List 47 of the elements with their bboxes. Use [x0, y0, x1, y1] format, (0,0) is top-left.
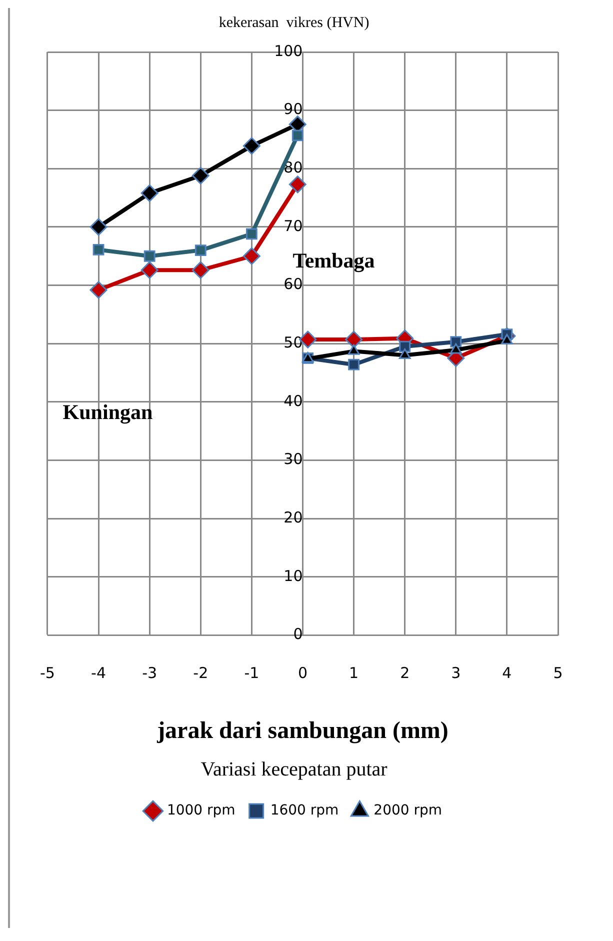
point: [348, 358, 360, 370]
x-tick-label: 2: [400, 664, 410, 682]
point: [398, 348, 411, 360]
y-tick-label: 40: [284, 392, 303, 410]
y-axis-title: kekerasan vikres (HVN): [218, 14, 370, 31]
point: [194, 244, 206, 256]
y-tick-label: 70: [284, 216, 303, 235]
legend-title: Variasi kecepatan putar: [200, 758, 388, 780]
point: [92, 244, 104, 256]
y-tick-label: 90: [284, 100, 303, 118]
x-tick-label: -4: [91, 664, 106, 682]
y-tick-label: 100: [274, 42, 303, 60]
legend-label: 2000 rpm: [374, 802, 442, 819]
x-tick-label: -5: [40, 664, 55, 682]
annotation: Kuningan: [62, 400, 153, 424]
point: [140, 184, 158, 202]
x-tick-label: -2: [193, 664, 208, 682]
point: [450, 343, 462, 354]
x-tick-label: 3: [451, 664, 461, 682]
legend-label: 1600 rpm: [270, 802, 339, 819]
point: [292, 130, 304, 142]
point: [348, 344, 360, 355]
point: [192, 166, 210, 184]
point: [140, 261, 158, 279]
point: [345, 330, 363, 348]
x-tick-label: -3: [142, 664, 158, 682]
point: [192, 261, 210, 279]
point: [288, 176, 306, 194]
point: [246, 228, 258, 240]
annotation: Tembaga: [292, 248, 376, 272]
point: [242, 137, 260, 155]
point: [242, 247, 260, 265]
y-tick-label: 0: [293, 625, 303, 644]
point: [90, 218, 108, 236]
point: [90, 281, 108, 299]
x-tick-label: 4: [502, 664, 512, 682]
point: [399, 340, 411, 352]
y-tick-label: 30: [284, 450, 303, 468]
x-tick-label: -1: [244, 664, 260, 682]
legend-label: 1000 rpm: [166, 802, 236, 819]
x-tick-label: 1: [349, 664, 359, 682]
y-tick-label: 60: [284, 275, 303, 294]
y-tick-label: 20: [284, 508, 303, 526]
point: [144, 250, 156, 262]
x-tick-label: 5: [553, 664, 563, 682]
x-axis-title: jarak dari sambungan (mm): [156, 718, 448, 744]
y-tick-label: 10: [284, 566, 303, 585]
